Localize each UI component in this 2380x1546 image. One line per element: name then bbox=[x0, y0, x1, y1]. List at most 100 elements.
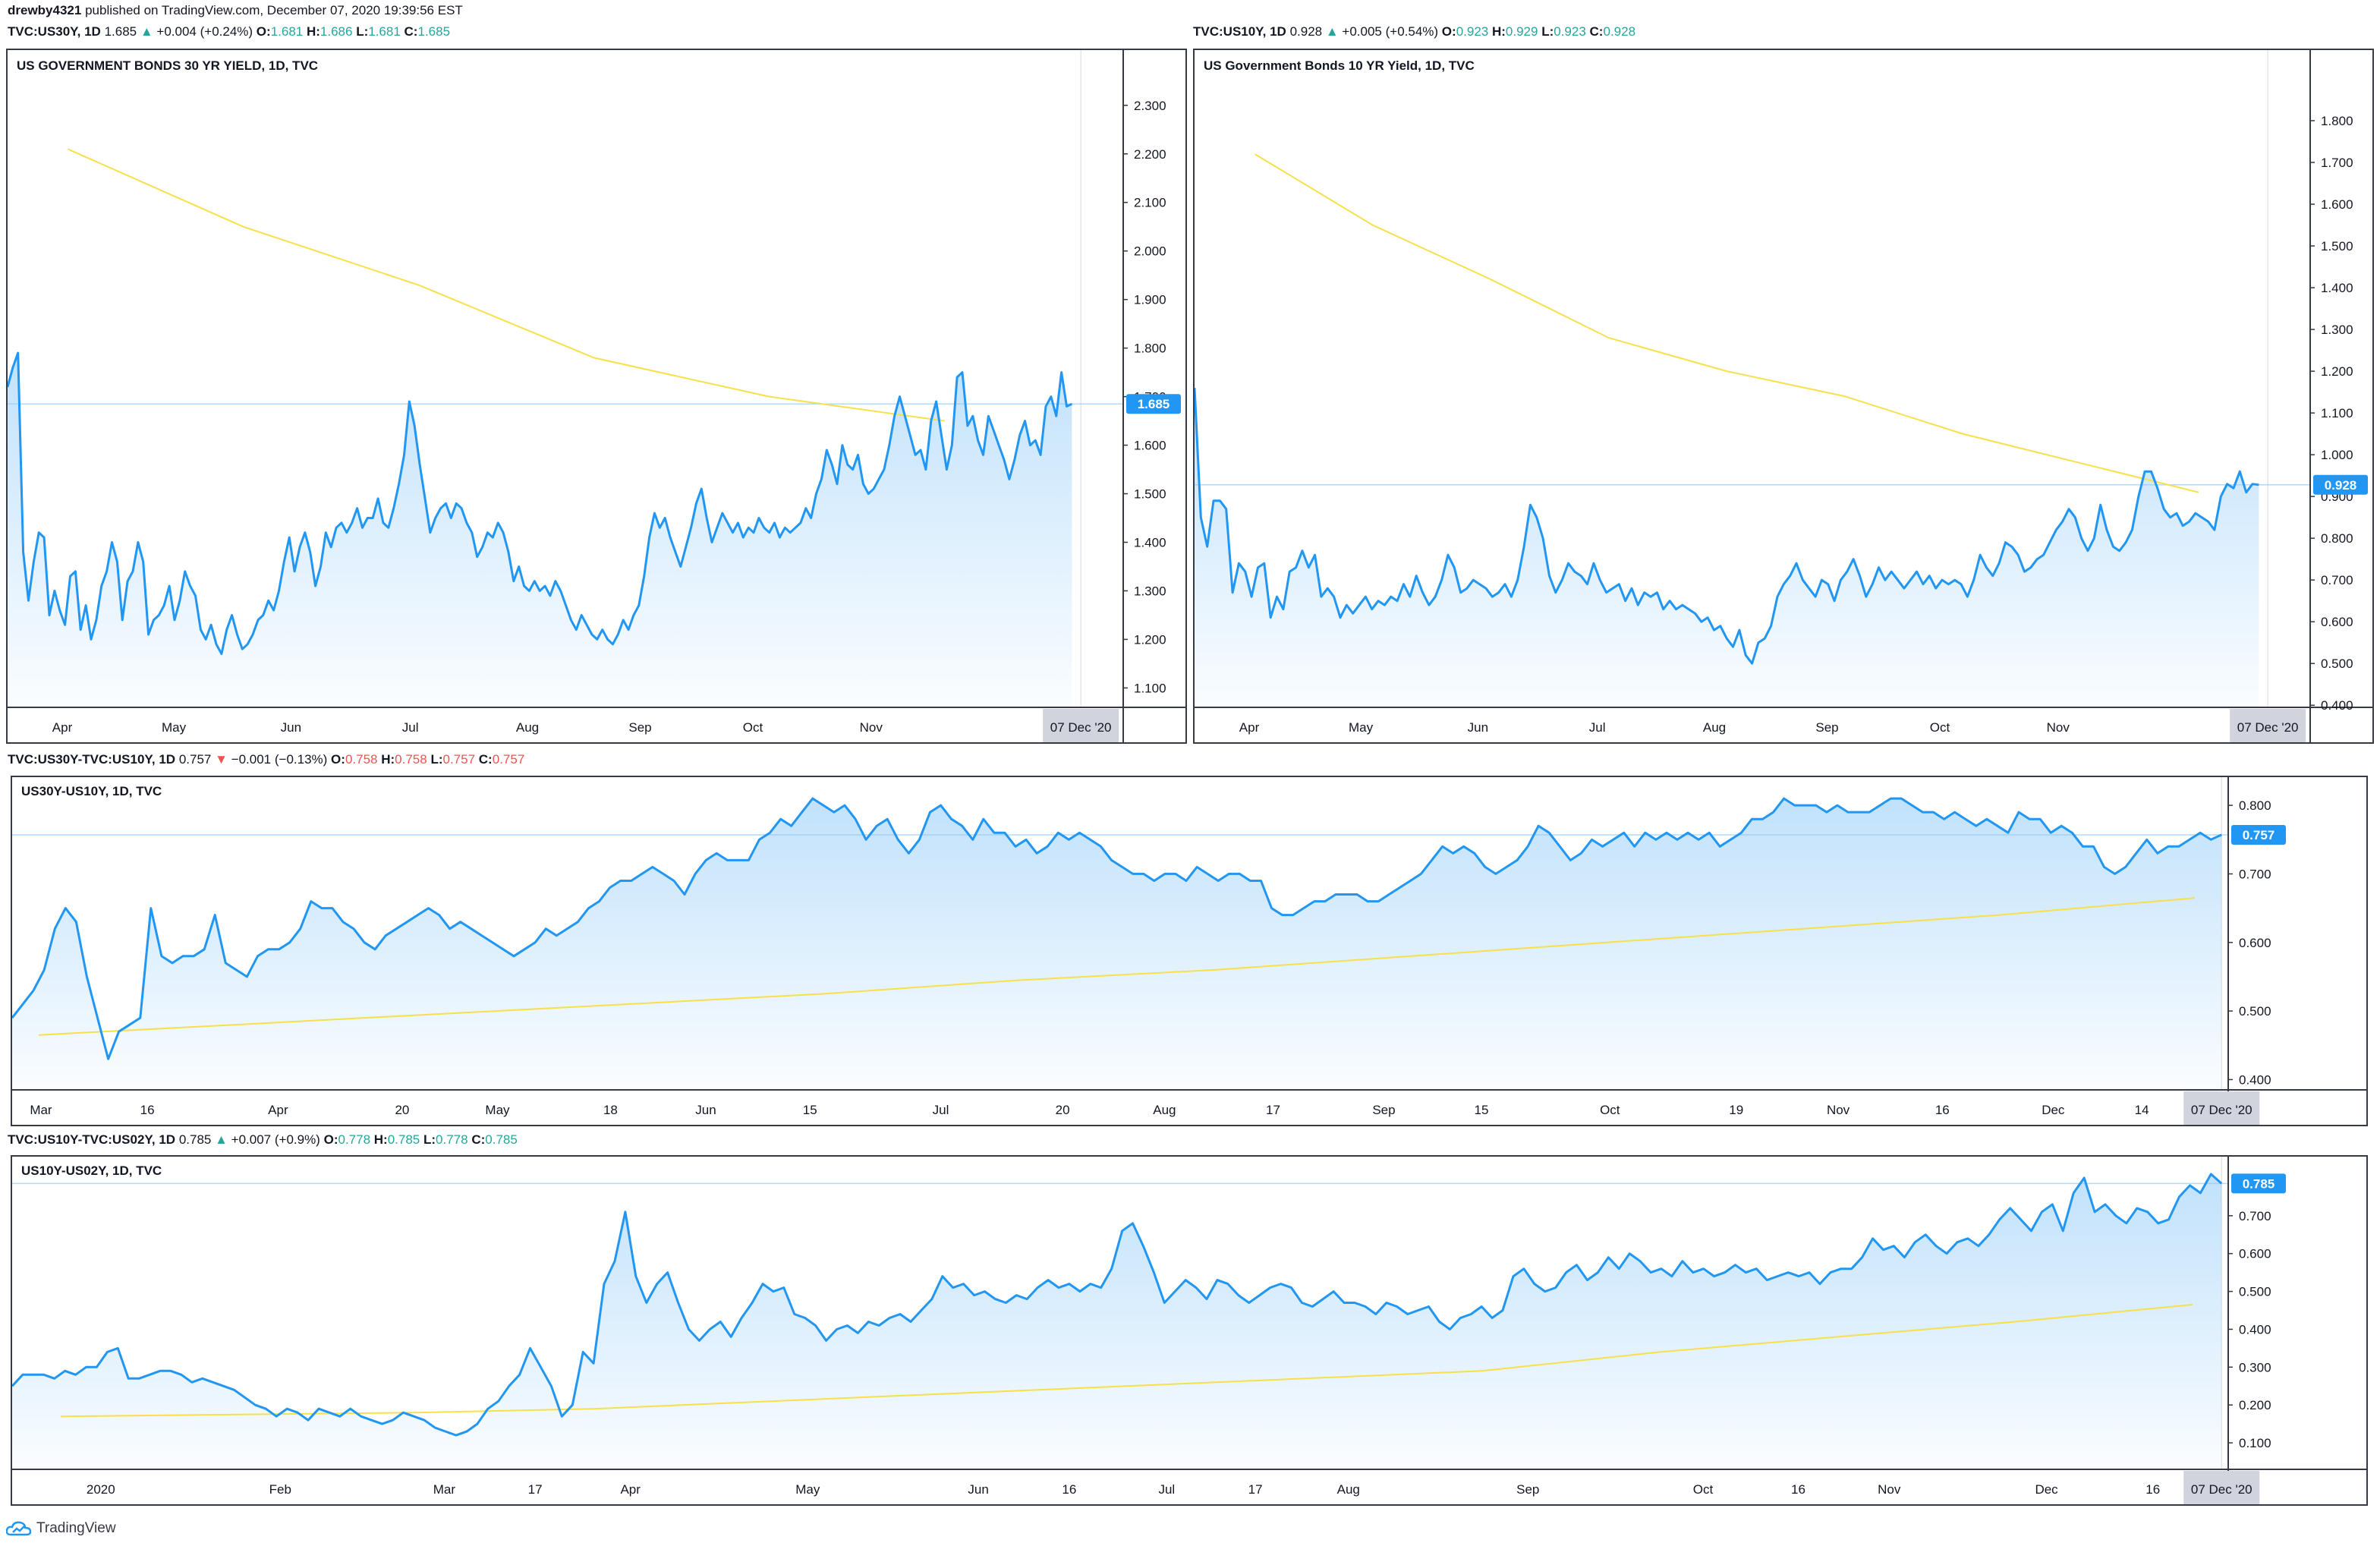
y-tick-label: 1.100 bbox=[1134, 681, 1166, 695]
series-area-fill bbox=[12, 1174, 2222, 1469]
last-price-badge bbox=[1126, 394, 1181, 414]
x-tick-label: 18 bbox=[603, 1103, 618, 1117]
change-arrow-icon: ▼ bbox=[215, 752, 228, 767]
change-arrow-icon: ▲ bbox=[140, 24, 153, 39]
low-value: 1.681 bbox=[368, 24, 401, 39]
x-tick-label: Jun bbox=[281, 720, 301, 735]
symbol-label[interactable]: TVC:US10Y, 1D bbox=[1193, 24, 1286, 39]
y-tick-label: 0.100 bbox=[2239, 1436, 2271, 1450]
date-badge bbox=[2183, 1471, 2260, 1504]
y-tick-label: 0.500 bbox=[2239, 1285, 2271, 1299]
tradingview-brand: TradingView bbox=[36, 1520, 116, 1536]
header-spread3010: TVC:US30Y-TVC:US10Y, 1D 0.757 ▼ −0.001 (… bbox=[8, 752, 525, 767]
x-tick-label: 16 bbox=[2145, 1482, 2160, 1497]
chart-legend-title: US GOVERNMENT BONDS 30 YR YIELD, 1D, TVC bbox=[17, 58, 318, 73]
series-line bbox=[1195, 388, 2259, 665]
low-value: 0.923 bbox=[1554, 24, 1586, 39]
symbol-label[interactable]: TVC:US30Y-TVC:US10Y, 1D bbox=[8, 752, 176, 767]
change-value: +0.005 (+0.54%) bbox=[1342, 24, 1439, 39]
y-tick-label: 2.100 bbox=[1134, 196, 1166, 210]
y-tick-label: 2.300 bbox=[1134, 99, 1166, 113]
y-tick-label: 1.300 bbox=[1134, 584, 1166, 598]
chart-svg-us30y[interactable]: 1.1001.2001.3001.4001.5001.6001.7001.800… bbox=[8, 50, 1187, 744]
date-label: 07 Dec '20 bbox=[2191, 1103, 2252, 1117]
tradingview-cloud-icon bbox=[6, 1521, 32, 1536]
header-spread1002: TVC:US10Y-TVC:US02Y, 1D 0.785 ▲ +0.007 (… bbox=[8, 1132, 518, 1147]
change-value: +0.007 (+0.9%) bbox=[231, 1132, 320, 1147]
last-value: 1.685 bbox=[104, 24, 137, 39]
chart-panel-us30y[interactable]: 1.1001.2001.3001.4001.5001.6001.7001.800… bbox=[6, 49, 1187, 744]
last-price-badge bbox=[2231, 824, 2286, 845]
y-tick-label: 0.400 bbox=[2239, 1322, 2271, 1337]
x-tick-label: 19 bbox=[1729, 1103, 1743, 1117]
moving-average-line bbox=[38, 897, 2196, 1036]
y-tick-label: 2.200 bbox=[1134, 147, 1166, 162]
series-line bbox=[8, 351, 1073, 656]
x-tick-label: Jul bbox=[1589, 720, 1606, 735]
low-value: 0.778 bbox=[436, 1132, 468, 1147]
symbol-label[interactable]: TVC:US10Y-TVC:US02Y, 1D bbox=[8, 1132, 176, 1147]
y-tick-label: 0.700 bbox=[2239, 1209, 2271, 1223]
x-tick-label: 17 bbox=[1248, 1482, 1263, 1497]
x-tick-label: 14 bbox=[2135, 1103, 2149, 1117]
open-value: 0.778 bbox=[338, 1132, 371, 1147]
y-tick-label: 0.800 bbox=[2321, 531, 2353, 546]
high-value: 0.758 bbox=[395, 752, 427, 767]
x-tick-label: Apr bbox=[52, 720, 73, 735]
y-tick-label: 1.500 bbox=[2321, 239, 2353, 253]
last-price-badge bbox=[2231, 1173, 2286, 1194]
series-area-fill bbox=[1195, 388, 2259, 707]
chart-legend-title: US Government Bonds 10 YR Yield, 1D, TVC bbox=[1204, 58, 1475, 73]
chart-panel-us10y[interactable]: 0.400 0.500 0.600 0.700 0.800 0.900 1.000 1.100… bbox=[1193, 49, 2374, 744]
moving-average-line bbox=[1254, 153, 2199, 493]
last-value: 0.757 bbox=[178, 752, 212, 767]
x-tick-label: Jun bbox=[695, 1103, 716, 1117]
y-tick-label: 0.600 bbox=[2239, 1247, 2271, 1261]
chart-panel-spread3010[interactable]: 0.400 0.500 0.600 0.700 0.800 Mar 16 Apr 20 May 18… bbox=[11, 776, 2368, 1126]
y-tick-label: 0.700 bbox=[2321, 573, 2353, 587]
chart-panel-spread1002[interactable]: 0.100 0.200 0.300 0.400 0.500 0.600 0.700 2020 F… bbox=[11, 1155, 2368, 1506]
last-value: 0.928 bbox=[1289, 24, 1323, 39]
x-tick-label: Oct bbox=[1930, 720, 1950, 735]
y-tick-label: 0.500 bbox=[2239, 1004, 2271, 1019]
chart-legend-title: US10Y-US02Y, 1D, TVC bbox=[21, 1163, 162, 1178]
x-tick-label: May bbox=[162, 720, 187, 735]
y-tick-label: 1.800 bbox=[1134, 342, 1166, 356]
x-tick-label: Aug bbox=[516, 720, 539, 735]
x-tick-label: Nov bbox=[2047, 720, 2070, 735]
x-tick-label: Mar bbox=[30, 1103, 52, 1117]
moving-average-line bbox=[61, 1304, 2193, 1418]
close-value: 0.757 bbox=[492, 752, 525, 767]
x-tick-label: Apr bbox=[268, 1103, 288, 1117]
series-line bbox=[12, 1173, 2223, 1437]
x-tick-label: 17 bbox=[528, 1482, 543, 1497]
last-price-badge bbox=[2313, 474, 2368, 495]
series-area-fill bbox=[12, 798, 2222, 1090]
series-area-fill bbox=[8, 353, 1072, 707]
symbol-label[interactable]: TVC:US30Y, 1D bbox=[8, 24, 101, 39]
date-badge bbox=[2183, 1091, 2260, 1125]
x-tick-label: 16 bbox=[140, 1103, 155, 1117]
y-tick-label: 1.700 bbox=[2321, 156, 2353, 170]
series-line bbox=[12, 797, 2222, 1060]
x-tick-label: Jul bbox=[402, 720, 419, 735]
tradingview-logo[interactable]: TradingView bbox=[6, 1520, 116, 1537]
change-value: −0.001 (−0.13%) bbox=[231, 752, 328, 767]
y-tick-label: 1.400 bbox=[2321, 281, 2353, 295]
x-tick-label: May bbox=[1349, 720, 1374, 735]
chart-svg-us10y[interactable]: 0.4000.5000.6000.7000.8000.9001.0001.100… bbox=[1195, 50, 2374, 744]
x-tick-label: Mar bbox=[433, 1482, 456, 1497]
y-tick-label: 0.300 bbox=[2239, 1360, 2271, 1374]
x-tick-label: Jul bbox=[933, 1103, 949, 1117]
author-name[interactable]: drewby4321 bbox=[8, 3, 82, 17]
change-arrow-icon: ▲ bbox=[215, 1132, 228, 1147]
y-tick-label: 0.200 bbox=[2239, 1398, 2271, 1412]
y-tick-label: 1.500 bbox=[1134, 487, 1166, 502]
x-tick-label: May bbox=[485, 1103, 510, 1117]
x-tick-label: Sep bbox=[1815, 720, 1838, 735]
published-line: drewby4321 published on TradingView.com,… bbox=[8, 3, 463, 18]
chart-svg-spread3010[interactable]: 0.400 0.500 0.600 0.700 0.800 Mar 16 Apr 20 May 18… bbox=[12, 777, 2368, 1126]
header-us10y: TVC:US10Y, 1D 0.928 ▲ +0.005 (+0.54%) O:… bbox=[1193, 24, 1636, 39]
chart-svg-spread1002[interactable]: 0.100 0.200 0.300 0.400 0.500 0.600 0.700 2020 F… bbox=[12, 1157, 2368, 1506]
y-tick-label: 1.600 bbox=[2321, 197, 2353, 212]
